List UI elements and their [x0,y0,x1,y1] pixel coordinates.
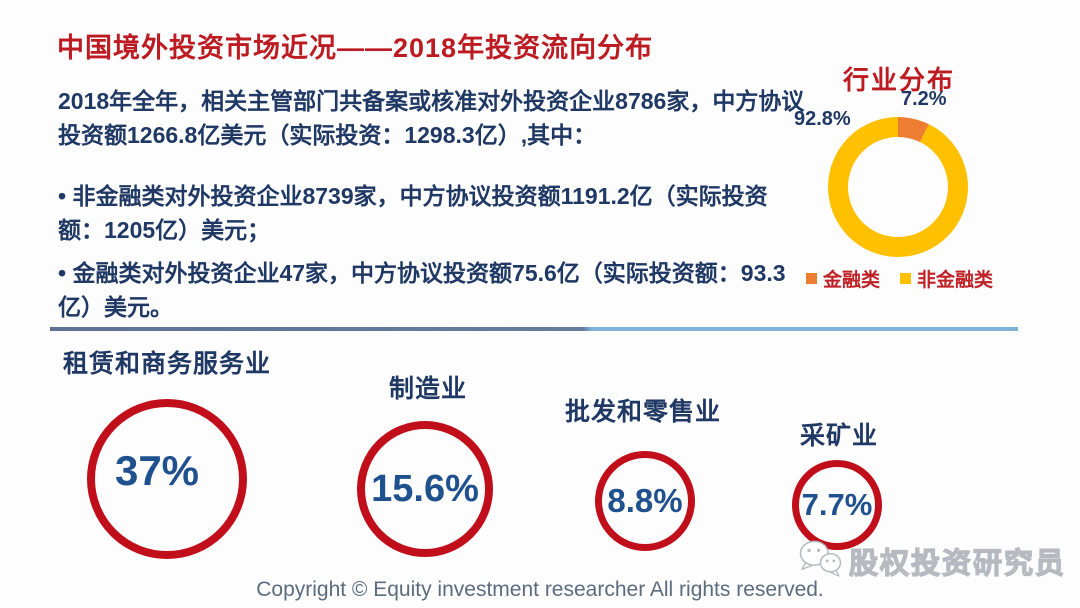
bubble-label-mining: 采矿业 [800,422,879,450]
industry-donut-ring [828,117,968,257]
bubble-circle-leasing: 37% [87,399,247,559]
legend-label-financial: 金融类 [823,270,881,291]
watermark-text: 股权投资研究员 [848,547,1067,580]
legend-item-nonfinancial: 非金融类 [900,265,993,292]
bubble-value-mining: 7.7% [801,487,873,522]
bubble-label-manufacturing: 制造业 [389,375,468,403]
donut-chart-title: 行业分布 [842,65,955,95]
bubble-value-manufacturing: 15.6% [371,467,479,510]
bubble-circle-wholesale-retail: 8.8% [595,451,695,551]
watermark: 股权投资研究员 [797,538,1066,583]
legend-label-nonfinancial: 非金融类 [917,270,994,291]
bubble-circle-manufacturing: 15.6% [357,421,493,557]
page-title: 中国境外投资市场近况——2018年投资流向分布 [57,33,654,63]
bubble-value-wholesale-retail: 8.8% [607,482,683,519]
donut-callout-nonfinancial: 92.8% [794,108,851,130]
bubble-label-leasing: 租赁和商务服务业 [63,350,272,378]
copyright-line: Copyright © Equity investment researcher… [256,578,824,601]
bubble-circle-mining: 7.7% [792,460,882,550]
legend-swatch-nonfinancial-icon [900,273,912,284]
bubble-label-wholesale-retail: 批发和零售业 [565,398,722,426]
section-divider [50,327,1018,331]
wechat-icon [797,538,843,583]
summary-bullet-nonfinancial: • 非金融类对外投资企业8739家，中方协议投资额1191.2亿（实际投资额：1… [58,183,768,243]
bubble-value-leasing: 37% [114,447,200,494]
summary-intro: 2018年全年，相关主管部门共备案或核准对外投资企业8786家，中方协议投资额1… [58,88,805,148]
summary-bullet-financial: • 金融类对外投资企业47家，中方协议投资额75.6亿（实际投资额：93.3亿）… [58,260,786,320]
legend-swatch-financial-icon [806,273,817,284]
donut-legend: 金融类 非金融类 [806,265,993,292]
donut-callout-financial: 7.2% [901,88,947,110]
legend-item-financial: 金融类 [806,265,880,292]
